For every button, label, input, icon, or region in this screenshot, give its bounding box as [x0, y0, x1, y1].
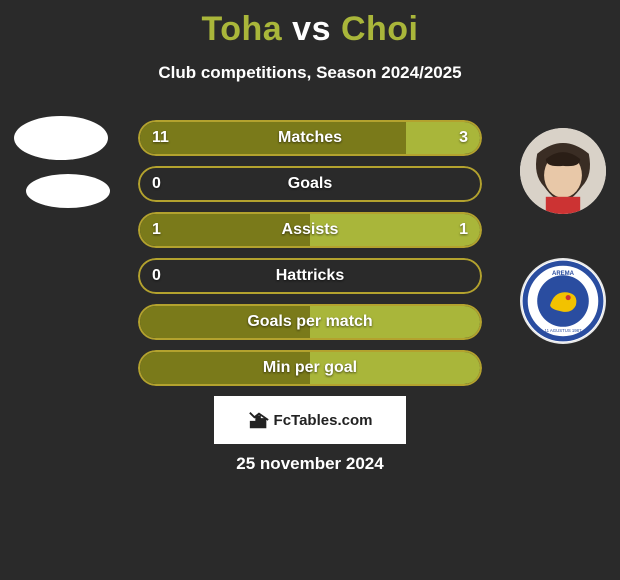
stat-right-value: 1: [445, 212, 482, 248]
title-vs: vs: [292, 10, 331, 48]
stats-bars: Matches113Goals0Assists11Hattricks0Goals…: [138, 120, 482, 396]
brand-badge: FcTables.com: [214, 396, 406, 444]
player2-avatar: [520, 128, 606, 214]
club-badge-icon: AREMA 11 AGUSTUS 1987: [520, 258, 606, 344]
stat-label: Goals: [138, 166, 482, 202]
brand-text: FcTables.com: [274, 412, 373, 429]
player1-avatar: [14, 116, 108, 160]
player1-club-badge: [26, 174, 110, 208]
date-text: 25 november 2024: [236, 454, 383, 474]
stat-left-value: 1: [138, 212, 175, 248]
stat-label: Min per goal: [138, 350, 482, 386]
chart-icon: [248, 409, 270, 431]
stat-left-value: 0: [138, 166, 175, 202]
stat-label: Goals per match: [138, 304, 482, 340]
stat-row: Matches11 3: [138, 120, 482, 156]
stat-label: Hattricks: [138, 258, 482, 294]
person-icon: [520, 128, 606, 214]
stat-row: Goals per match: [138, 304, 482, 340]
svg-text:11 AGUSTUS 1987: 11 AGUSTUS 1987: [545, 328, 583, 333]
stat-left-value: 11: [138, 120, 183, 156]
stat-label: Matches: [138, 120, 482, 156]
player2-club-badge: AREMA 11 AGUSTUS 1987: [520, 258, 606, 344]
stat-row: Assists1 1: [138, 212, 482, 248]
stat-row: Min per goal: [138, 350, 482, 386]
stat-row: Hattricks0: [138, 258, 482, 294]
stat-row: Goals0: [138, 166, 482, 202]
subtitle: Club competitions, Season 2024/2025: [0, 63, 620, 83]
title-player2: Choi: [341, 10, 419, 48]
stat-right-value: 3: [445, 120, 482, 156]
svg-text:AREMA: AREMA: [552, 271, 575, 277]
title-player1: Toha: [202, 10, 283, 48]
page-title: Toha vs Choi: [0, 0, 620, 49]
stat-label: Assists: [138, 212, 482, 248]
stat-left-value: 0: [138, 258, 175, 294]
